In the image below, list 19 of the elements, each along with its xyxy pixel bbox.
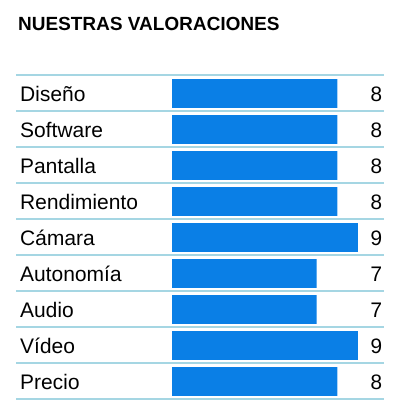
data-label: 8	[370, 155, 382, 178]
y-tick-label: Diseño	[20, 83, 86, 106]
chart-title: NUESTRAS VALORACIONES	[18, 14, 280, 35]
y-tick-label: Software	[20, 119, 103, 142]
y-tick-label: Pantalla	[20, 155, 96, 178]
data-label: 8	[370, 83, 382, 106]
y-tick-label: Audio	[20, 299, 74, 322]
data-label: 9	[370, 335, 382, 358]
y-tick-label: Vídeo	[20, 335, 75, 358]
data-label: 9	[370, 227, 382, 250]
data-label: 8	[370, 371, 382, 394]
y-tick-label: Cámara	[20, 227, 96, 250]
data-label: 7	[370, 263, 382, 286]
data-label: 7	[370, 299, 382, 322]
y-tick-label: Precio	[20, 371, 80, 394]
y-tick-label: Autonomía	[20, 263, 122, 286]
data-label: 8	[370, 191, 382, 214]
data-label: 8	[370, 119, 382, 142]
y-tick-label: Rendimiento	[20, 191, 138, 214]
